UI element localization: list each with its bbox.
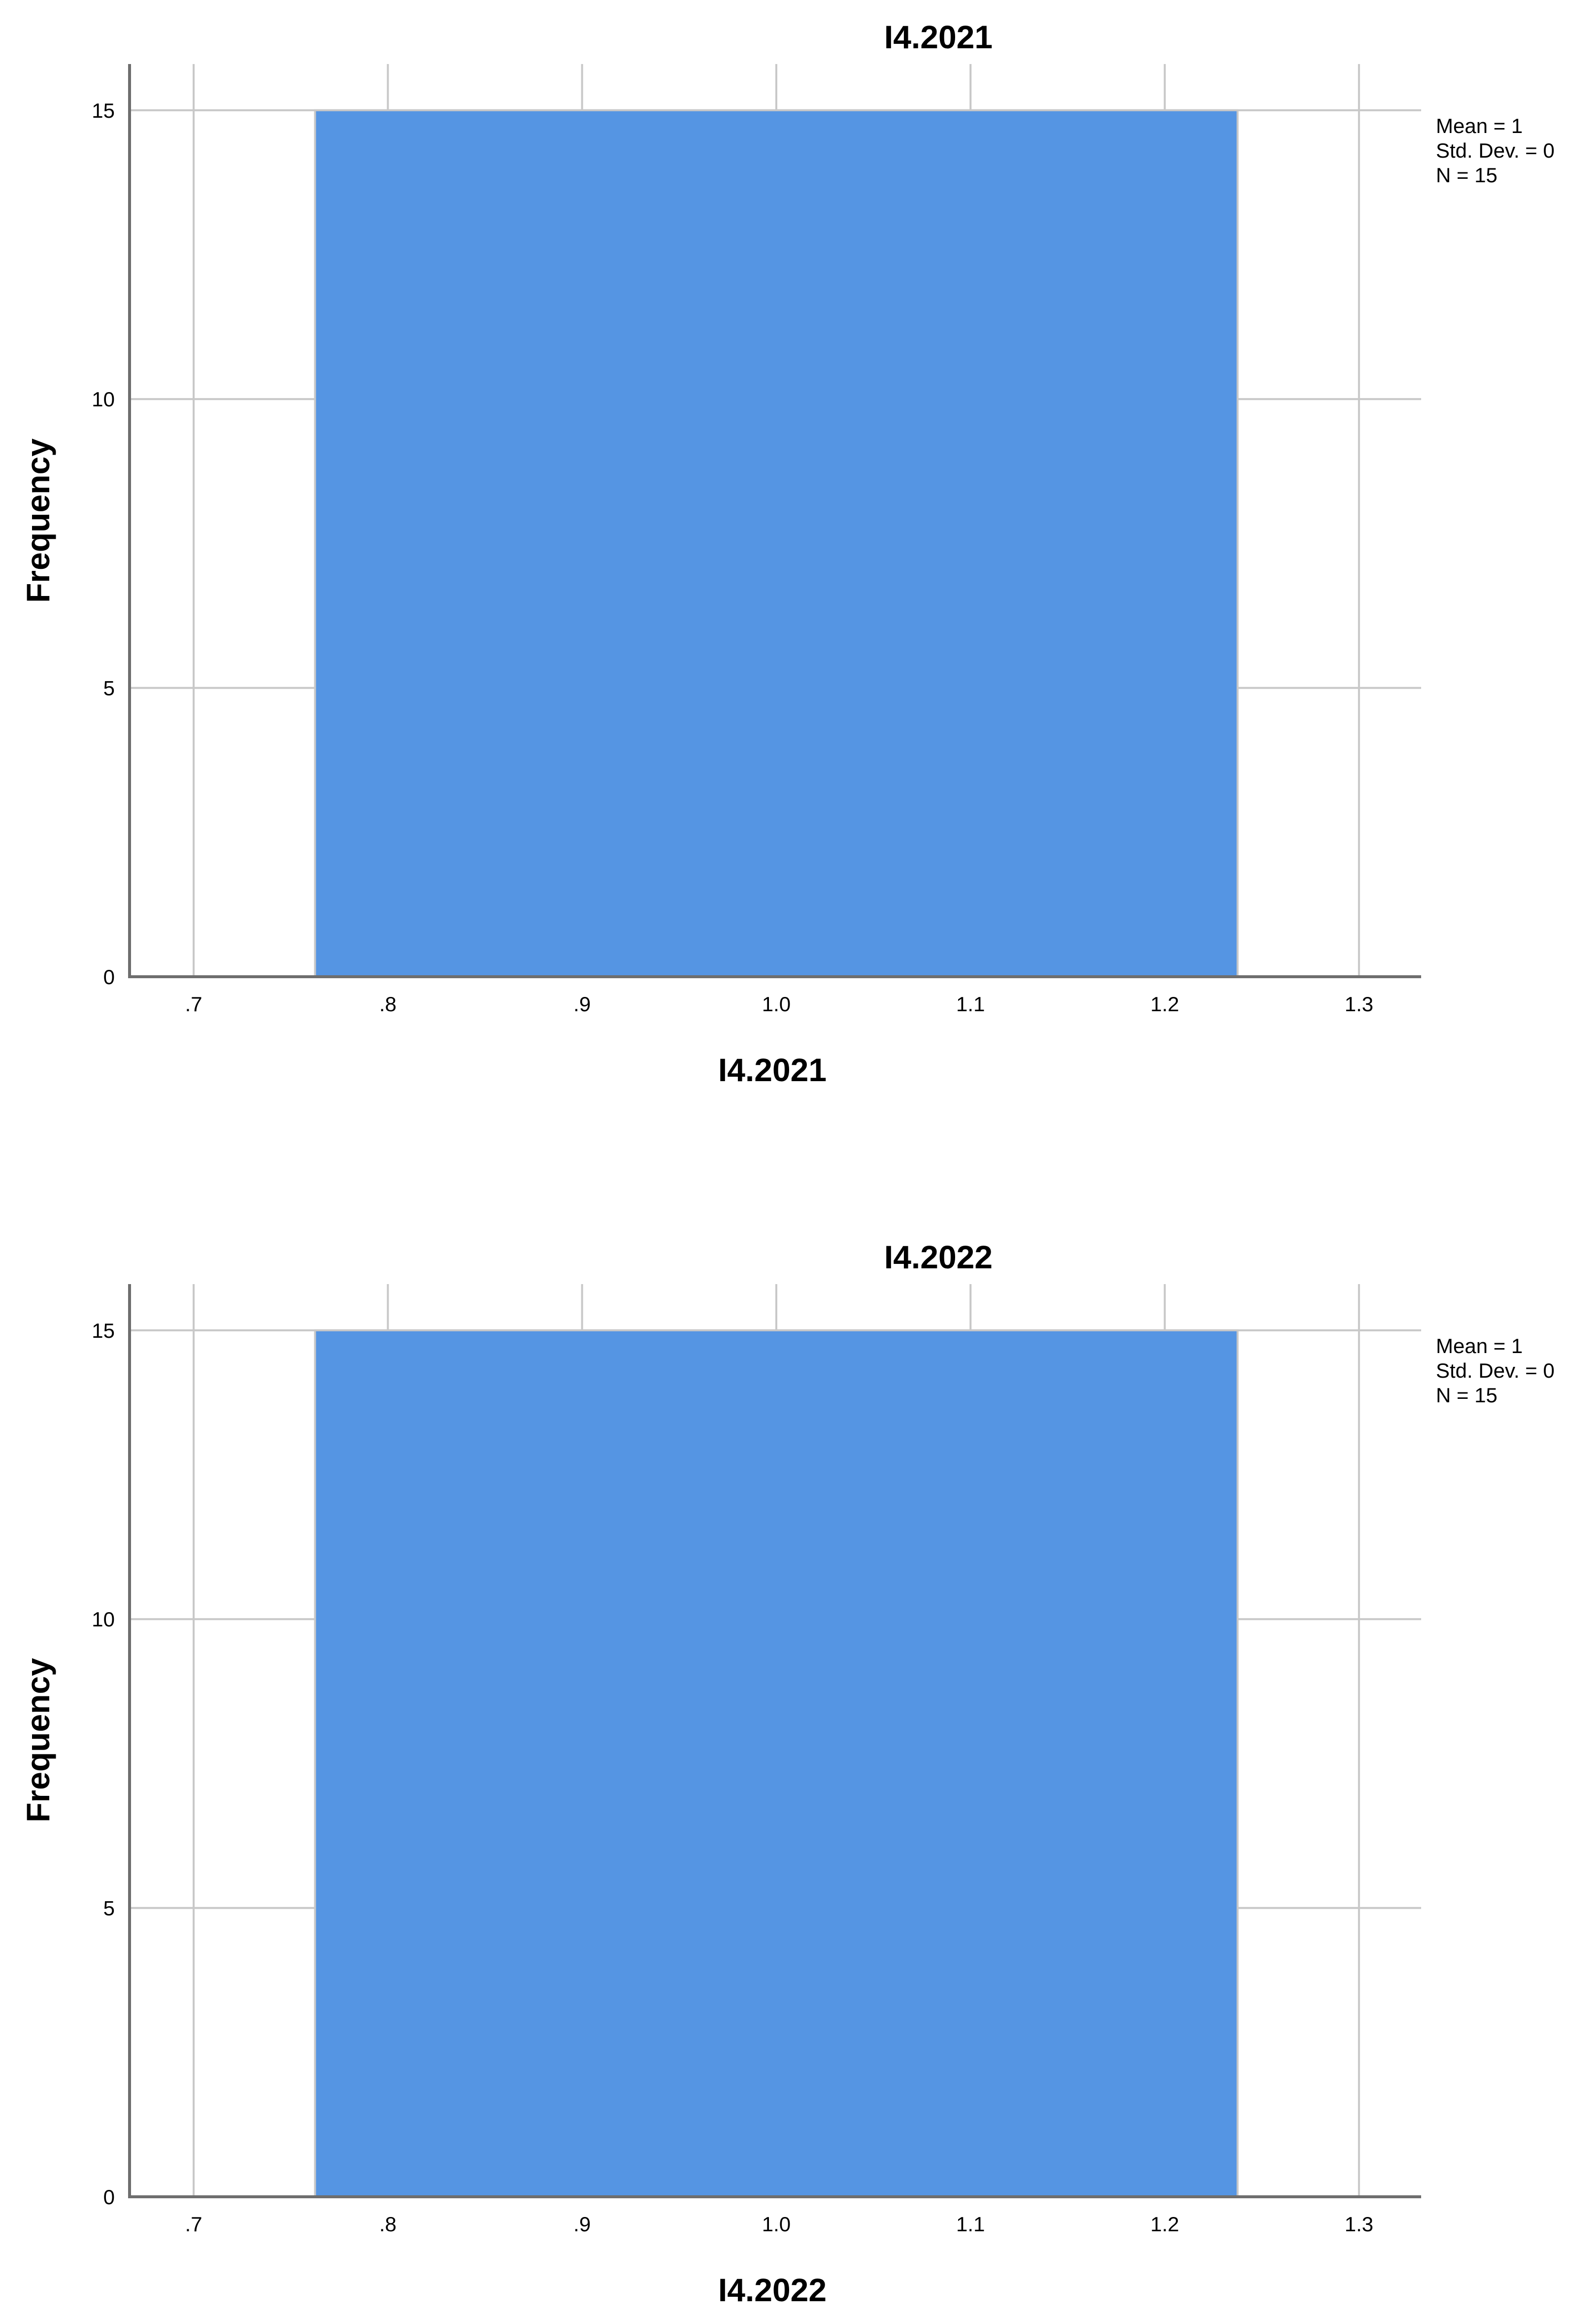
x-tick-label: 1.3 [1345, 2213, 1373, 2236]
y-axis-label: Frequency [20, 438, 56, 603]
axes [128, 1284, 1421, 2198]
y-axis-label: Frequency [20, 1658, 56, 1822]
stat-n: N = 15 [1436, 164, 1497, 187]
axes [128, 64, 1421, 978]
y-tick-label: 5 [103, 1897, 115, 1920]
x-tick-label: 1.0 [762, 2213, 791, 2236]
stat-n: N = 15 [1436, 1384, 1497, 1407]
stats-legend: Mean = 1 Std. Dev. = 0 N = 15 [1436, 114, 1555, 187]
x-tick-label: 1.2 [1150, 992, 1179, 1016]
x-tick-label: 1.0 [762, 992, 791, 1016]
stat-mean: Mean = 1 [1436, 114, 1523, 137]
x-tick-labels: .7 .8 .9 1.0 1.1 1.2 1.3 [185, 2213, 1373, 2236]
histogram-chart-1: I4.2021 .7 .8 .9 1.0 1.1 1.2 1.3 0 5 10 15 I4.202… [20, 19, 1555, 1088]
x-tick-label: 1.1 [956, 992, 985, 1016]
histogram-bar [314, 109, 1239, 978]
x-tick-label: .7 [185, 992, 202, 1016]
stat-std-dev: Std. Dev. = 0 [1436, 1359, 1555, 1382]
stat-mean: Mean = 1 [1436, 1334, 1523, 1357]
histogram-chart-2: I4.2022 .7 .8 .9 1.0 1.1 1.2 1.3 0 5 10 15 I4.202… [20, 1239, 1555, 2308]
stats-legend: Mean = 1 Std. Dev. = 0 N = 15 [1436, 1334, 1555, 1407]
x-tick-label: .8 [379, 992, 397, 1016]
x-tick-label: 1.1 [956, 2213, 985, 2236]
y-tick-label: 15 [92, 99, 115, 122]
bars [314, 1329, 1239, 2198]
x-tick-label: .8 [379, 2213, 397, 2236]
x-axis-label: I4.2022 [718, 2272, 827, 2308]
histogram-bar [314, 1329, 1239, 2198]
x-tick-label: .9 [573, 992, 591, 1016]
y-tick-label: 10 [92, 388, 115, 411]
y-tick-labels: 0 5 10 15 [92, 99, 115, 989]
x-tick-label: .7 [185, 2213, 202, 2236]
y-tick-labels: 0 5 10 15 [92, 1319, 115, 2209]
stat-std-dev: Std. Dev. = 0 [1436, 139, 1555, 162]
chart-title: I4.2022 [884, 1239, 993, 1275]
x-tick-label: 1.3 [1345, 992, 1373, 1016]
x-tick-label: .9 [573, 2213, 591, 2236]
chart-title: I4.2021 [884, 19, 993, 55]
y-tick-label: 10 [92, 1608, 115, 1631]
x-tick-label: 1.2 [1150, 2213, 1179, 2236]
x-tick-labels: .7 .8 .9 1.0 1.1 1.2 1.3 [185, 992, 1373, 1016]
y-tick-label: 0 [103, 965, 115, 989]
y-tick-label: 5 [103, 677, 115, 700]
x-axis-label: I4.2021 [718, 1052, 827, 1088]
y-tick-label: 0 [103, 2185, 115, 2209]
bars [314, 109, 1239, 978]
y-tick-label: 15 [92, 1319, 115, 1342]
